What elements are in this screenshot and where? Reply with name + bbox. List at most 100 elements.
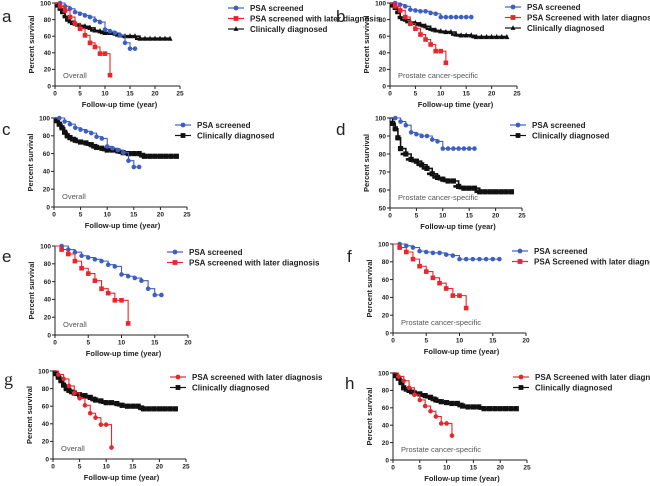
legend-label: Clinically diagnosed <box>197 132 274 141</box>
data-point <box>62 8 68 13</box>
series-psa-screened <box>393 241 502 262</box>
data-point <box>453 14 459 20</box>
data-point <box>77 26 83 32</box>
data-point <box>401 378 407 384</box>
data-point <box>470 256 476 262</box>
y-tick-label: 80 <box>44 17 52 24</box>
legend-item: Clinically diagnosed <box>170 384 269 393</box>
x-axis-label: Follow-up time (year) <box>424 474 500 483</box>
x-axis-label: Follow-up time (year) <box>82 100 158 109</box>
data-point <box>457 293 462 298</box>
legend-label: PSA screened <box>527 3 581 12</box>
legend-label: PSA screened <box>532 121 586 130</box>
y-tick-label: 0 <box>385 457 389 464</box>
data-point <box>112 30 118 36</box>
data-point <box>423 9 428 14</box>
data-point <box>433 11 439 17</box>
series-clinical <box>389 2 510 40</box>
y-tick-label: 0 <box>47 83 51 90</box>
data-point <box>119 297 124 303</box>
data-point <box>233 26 239 31</box>
x-tick-label: 0 <box>391 338 395 345</box>
data-point <box>518 374 524 380</box>
panel-h: h 0 20 40 60 80 100 0 5 10 15 20 25 Follow-up time (y… <box>345 370 650 483</box>
panel-letter: g <box>4 369 13 389</box>
data-point <box>115 147 121 153</box>
data-point <box>424 133 430 139</box>
survival-step-line <box>390 117 475 150</box>
data-point <box>518 385 524 390</box>
data-point <box>510 4 516 10</box>
series-psa-later <box>390 2 449 66</box>
legend: PSA screened with later diagnosis Clinica… <box>170 373 323 393</box>
data-point <box>180 122 186 128</box>
data-point <box>438 14 444 20</box>
legend-item: Clinically diagnosed <box>175 132 274 141</box>
y-tick-label: 40 <box>379 50 387 57</box>
x-tick-label: 0 <box>52 212 56 219</box>
data-point <box>125 321 131 326</box>
legend-item: PSA screened <box>510 121 586 130</box>
data-point <box>449 433 455 438</box>
x-tick-label: 15 <box>463 91 471 98</box>
data-point <box>510 15 516 20</box>
legend-item: Clinically diagnosed <box>505 24 604 33</box>
data-point <box>72 9 78 15</box>
data-point <box>125 273 131 279</box>
legend-item: PSA screened with later diagnosis <box>170 373 323 382</box>
data-point <box>410 256 416 262</box>
data-point <box>102 27 108 32</box>
series-psa-screened <box>55 243 164 298</box>
legend: PSA screened PSA screened with later diag… <box>167 248 320 268</box>
y-tick-label: 0 <box>385 330 389 337</box>
y-tick-label: 100 <box>378 370 389 377</box>
panel-annotation: Overall <box>62 192 86 201</box>
data-point <box>396 374 401 379</box>
data-point <box>77 395 82 401</box>
series-psa-screened <box>390 0 474 20</box>
survival-step-line <box>55 245 162 296</box>
y-tick-label: 80 <box>43 133 51 140</box>
data-point <box>72 21 78 27</box>
y-tick-label: 20 <box>44 67 52 74</box>
data-point <box>428 10 433 16</box>
y-tick-label: 60 <box>44 34 52 41</box>
y-tick-label: 60 <box>379 187 387 194</box>
data-point <box>463 305 469 311</box>
data-point <box>463 256 469 262</box>
data-point <box>105 262 111 267</box>
data-point <box>456 146 461 151</box>
y-tick-label: 80 <box>42 386 50 393</box>
data-point <box>448 14 454 20</box>
panel-letter: b <box>336 7 345 26</box>
y-axis-label: Percent survival <box>27 16 36 74</box>
data-point <box>419 133 424 139</box>
x-tick-label: 0 <box>388 213 392 220</box>
data-point <box>79 265 84 271</box>
data-point <box>423 37 428 42</box>
x-tick-label: 15 <box>470 465 478 472</box>
data-point <box>62 119 67 124</box>
data-point <box>122 40 128 46</box>
data-point <box>466 146 472 151</box>
series-psa-later <box>55 2 113 78</box>
x-axis-label: Follow-up time (year) <box>420 222 496 231</box>
legend-label: PSA Screened with later diagnosis <box>535 373 650 382</box>
data-point <box>418 32 423 37</box>
y-tick-label: 0 <box>46 204 50 211</box>
data-point <box>472 146 477 151</box>
data-point <box>517 248 523 254</box>
x-tick-label: 25 <box>182 464 190 471</box>
x-tick-label: 20 <box>184 340 192 347</box>
data-point <box>85 255 91 260</box>
panel-letter: h <box>345 374 354 393</box>
data-point <box>57 4 63 9</box>
data-point <box>87 14 93 20</box>
panel-a: a 0 20 40 60 80 100 0 5 10 15 20 25 Follow-up time (y… <box>2 0 381 109</box>
data-point <box>397 245 402 250</box>
x-tick-label: 25 <box>523 465 531 472</box>
data-point <box>87 40 93 46</box>
data-point <box>443 286 449 291</box>
y-tick-label: 80 <box>379 151 387 158</box>
data-point <box>402 14 408 20</box>
